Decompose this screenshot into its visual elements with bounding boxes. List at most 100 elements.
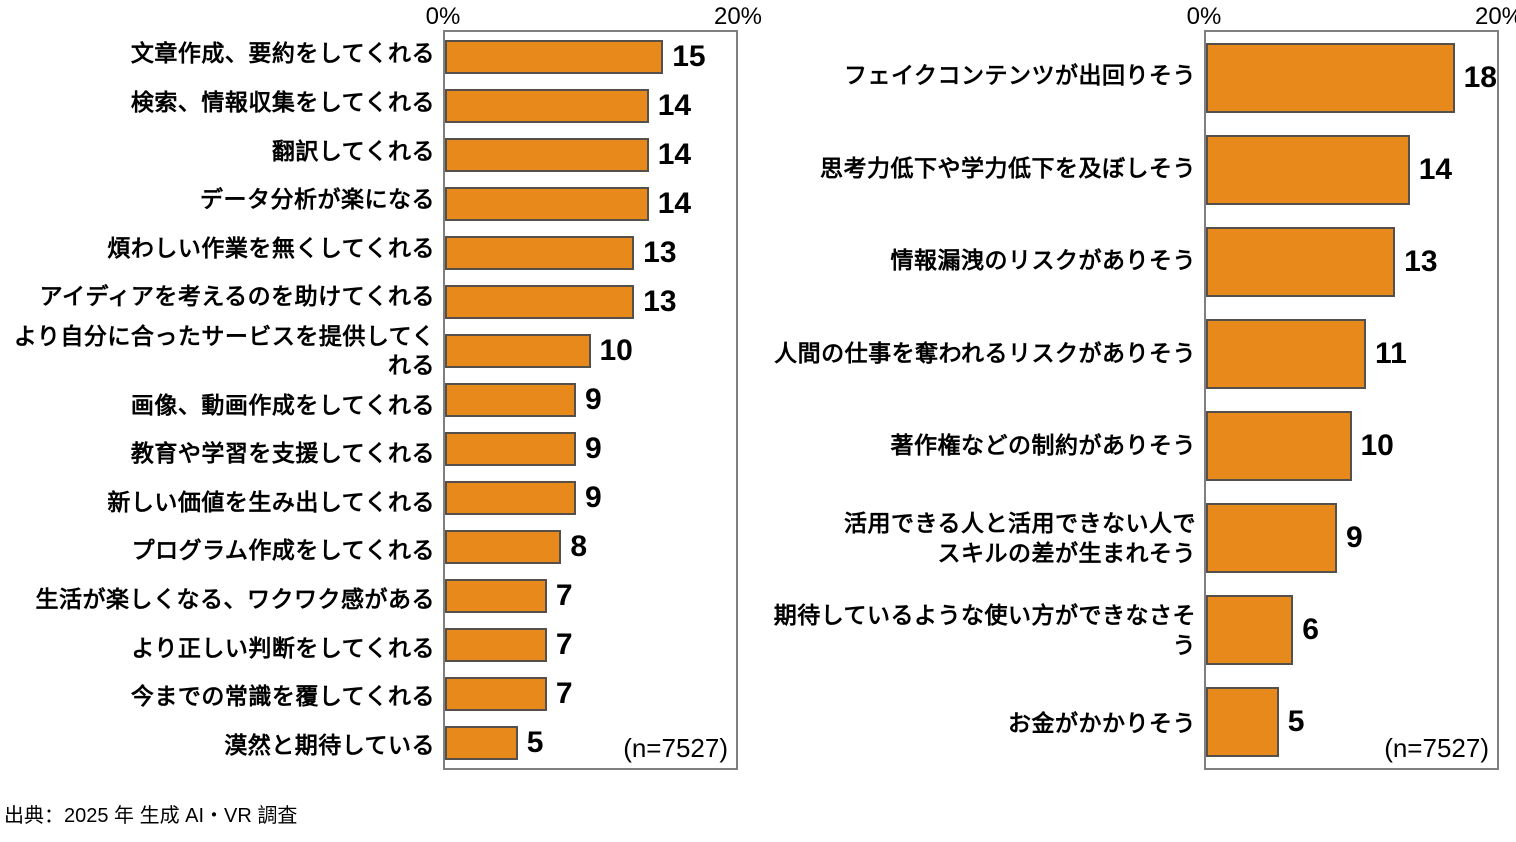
category-label: フェイクコンテンツが出回りそう [843,62,1196,89]
plot-area: (n=7527) 18 14 13 11 10 9 6 5 [1204,30,1499,770]
axis-spacer [761,0,1204,30]
category-label: 情報漏洩のリスクがありそう [890,247,1196,274]
category-label: 思考力低下や学力低下を及ぼしそう [820,154,1196,181]
value-label: 7 [555,579,573,613]
bar [1206,687,1279,757]
value-label: 13 [643,284,677,318]
chart-expectations: 0% 20% 文章作成、要約をしてくれる 検索、情報収集をしてくれる 翻訳してくれる… [0,0,762,770]
category-labels: 文章作成、要約をしてくれる 検索、情報収集をしてくれる 翻訳してくれる データ分析が楽… [0,30,443,770]
bar-row: 9 [445,375,736,424]
category-label: データ分析が楽になる [200,186,435,213]
x-axis-tick-20: 20% [713,3,763,30]
value-label: 14 [657,137,692,171]
value-label: 5 [526,726,544,760]
bar [445,284,635,319]
category-label: より正しい判断をしてくれる [131,634,435,661]
bar-row: 9 [445,474,736,523]
bar-row: 18 [1206,32,1497,124]
chart-body: フェイクコンテンツが出回りそう思考力低下や学力低下を及ぼしそう情報漏洩のリスクが… [761,30,1504,770]
chart-body: 文章作成、要約をしてくれる 検索、情報収集をしてくれる 翻訳してくれる データ分析が楽… [0,30,743,770]
chart-concerns: 0% 20% フェイクコンテンツが出回りそう思考力低下や学力低下を及ぼしそう情報… [761,0,1516,770]
value-label: 18 [1463,61,1497,94]
bar [1206,503,1337,573]
value-label: 9 [584,432,602,466]
value-label: 9 [584,382,602,416]
value-label: 6 [1302,613,1319,646]
category-label: 今までの常識を覆してくれる [130,683,435,710]
bar-row: 9 [1206,492,1497,584]
category-label: 煩わしい作業を無くしてくれる [107,234,435,261]
value-label: 13 [1404,245,1438,278]
value-label: 11 [1375,337,1407,370]
x-axis: 0% 20% [761,0,1516,30]
category-label: 教育や学習を支援してくれる [130,440,435,467]
bar [445,481,576,516]
axis-track: 0% 20% [1187,0,1516,30]
bar-row: 5 [1206,676,1497,768]
value-label: 5 [1287,705,1305,738]
category-label: 著作権などの制約がありそう [890,432,1196,459]
bar-row: 14 [445,130,736,179]
value-label: 8 [570,530,588,564]
category-label: 画像、動画作成をしてくれる [130,391,435,418]
bar-row: 15 [445,32,736,81]
bar [445,382,576,417]
x-axis-tick-0: 0% [1186,3,1222,30]
bar-row: 14 [445,179,736,228]
value-label: 14 [657,88,692,122]
bar [1206,319,1367,389]
category-label: 新しい価値を生み出してくれる [107,488,435,515]
bar [1206,411,1352,481]
bar-row: 10 [1206,400,1497,492]
bar-row: 13 [445,228,736,277]
category-label: アイディアを考えるのを助けてくれる [39,283,435,310]
bar-row: 8 [445,523,736,572]
bar-row: 11 [1206,308,1497,400]
category-label: 生活が楽しくなる、ワクワク感がある [35,586,435,613]
category-label: 人間の仕事を奪われるリスクがありそう [774,339,1196,366]
bar [445,432,576,467]
bar [445,579,547,614]
bar-row: 10 [445,326,736,375]
value-label: 14 [657,186,692,220]
bar [445,39,664,74]
category-label: 活用できる人と活用できない人で スキルの差が生まれそう [843,509,1196,566]
x-axis-tick-20: 20% [1474,3,1516,30]
bar-row: 13 [1206,216,1497,308]
bar [1206,227,1396,297]
x-axis-tick-0: 0% [425,3,461,30]
value-label: 9 [584,481,602,515]
bar [445,333,591,368]
bar-row: 6 [1206,584,1497,676]
category-label: お金がかかりそう [1008,709,1196,736]
bar-row: 7 [445,670,736,719]
bar-row: 14 [1206,124,1497,216]
bar [445,726,518,761]
bar-row: 9 [445,425,736,474]
category-label: 翻訳してくれる [271,137,435,164]
value-label: 10 [599,333,633,367]
bar [1206,135,1410,205]
category-label: 期待しているような使い方ができなさそう [773,602,1196,659]
bar [445,137,649,172]
value-label: 10 [1360,429,1394,462]
x-axis: 0% 20% [0,0,762,30]
value-label: 7 [555,677,573,711]
sample-size-label: (n=7527) [1384,733,1489,763]
bar-row: 5 [445,719,736,768]
category-labels: フェイクコンテンツが出回りそう思考力低下や学力低下を及ぼしそう情報漏洩のリスクが… [761,30,1204,770]
bar-row: 7 [445,621,736,670]
category-label: プログラム作成をしてくれる [131,537,435,564]
bar [445,88,649,123]
bar [445,677,547,712]
plot-area: (n=7527) 15 14 14 14 13 13 10 9 9 9 8 7 7 7 5 [443,30,738,770]
value-label: 9 [1345,521,1363,554]
category-label: 検索、情報収集をしてくれる [130,88,435,115]
bar [445,235,635,270]
bar [1206,595,1294,665]
sample-size-label: (n=7527) [623,733,728,763]
source-note: 出典：2025 年 生成 AI・VR 調査 [4,805,298,827]
bar [445,186,649,221]
axis-spacer [0,0,443,30]
